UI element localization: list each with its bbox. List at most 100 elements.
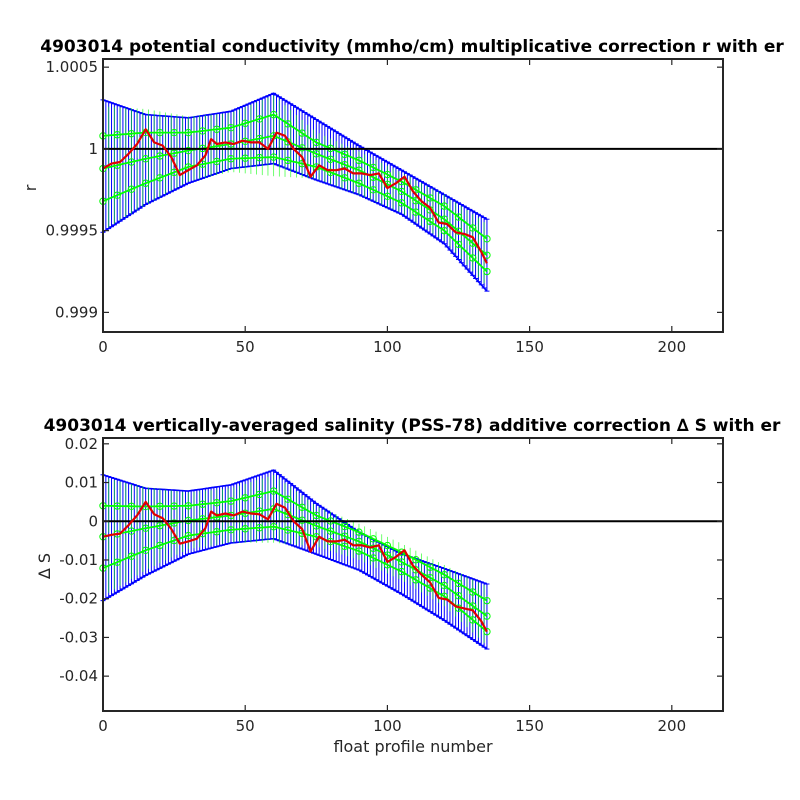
fit-point (170, 149, 178, 157)
y-tick-label: 1 (88, 140, 98, 158)
fit-point (184, 531, 193, 540)
fit-point (483, 267, 491, 276)
fit-point (284, 526, 292, 534)
x-tick-label: 0 (98, 338, 108, 356)
fit-point (483, 596, 491, 605)
fit-point (440, 202, 448, 210)
y-tick-label: -0.02 (59, 590, 98, 608)
fit-band-1-line (103, 490, 488, 602)
x-tick-label: 100 (373, 717, 402, 735)
x-tick-label: 0 (98, 717, 108, 735)
y-tick-label: 0.999 (55, 303, 98, 321)
fit-band-2-line (102, 525, 488, 633)
fit-point (284, 120, 292, 128)
axes-box (102, 58, 724, 333)
fit-point (255, 115, 264, 123)
fit-point (355, 156, 363, 165)
panel-title: 4903014 potential conductivity (mmho/cm)… (40, 37, 784, 57)
fit-point (284, 495, 292, 503)
fit-band-2-series (99, 137, 491, 284)
fit-point (227, 526, 235, 534)
fit-point (269, 487, 278, 495)
fit-point (454, 213, 463, 221)
fit-point (483, 235, 491, 243)
fit-point (426, 563, 434, 571)
fit-point (241, 154, 249, 162)
fit-point (355, 528, 363, 536)
y-tick-label: 0 (88, 512, 98, 530)
fit-point (170, 519, 178, 527)
fit-point (141, 179, 150, 187)
error-envelope-upper (102, 92, 488, 220)
fit-point (412, 208, 420, 216)
x-tick-label: 150 (515, 717, 544, 735)
fit-band-1-line (102, 113, 488, 240)
fit-point (284, 156, 292, 165)
fit-point (184, 502, 193, 510)
y-tick-label: -0.04 (59, 667, 98, 685)
fit-point (141, 524, 150, 532)
fit-point (298, 503, 306, 512)
x-tick-label: 100 (373, 338, 402, 356)
plot-area: 0 50 100 150 200 -0.04 -0.03 -0.02 -0.01 0 0.01 0.0… (59, 435, 724, 735)
fit-point (469, 224, 477, 232)
fit-band-1-series (99, 95, 491, 252)
error-bars (100, 469, 490, 650)
y-tick-label: 1.0005 (46, 58, 99, 76)
fit-point (227, 497, 235, 505)
fit-point (454, 579, 463, 588)
fit-point (397, 199, 406, 207)
fit-point (113, 502, 121, 510)
fit-point (227, 123, 235, 132)
fit-point (369, 163, 377, 172)
fit-point (269, 522, 278, 531)
fit-point (369, 186, 377, 194)
fit-point (127, 502, 136, 510)
fit-point (298, 129, 306, 137)
fit-point (469, 588, 477, 596)
fit-point (255, 153, 264, 162)
fit-point (141, 155, 150, 163)
fit-point (412, 556, 420, 564)
fit-point (213, 498, 221, 507)
fit-point (113, 558, 121, 566)
fit-point (241, 119, 249, 127)
fit-band-2-line (102, 156, 488, 273)
fit-point (227, 155, 235, 163)
fit-point (369, 535, 377, 543)
fit-point (454, 240, 463, 248)
x-tick-label: 50 (236, 717, 255, 735)
fit-point (198, 160, 207, 168)
fit-point (156, 541, 164, 550)
fit-point (113, 131, 121, 139)
fit-point (170, 128, 178, 137)
error-envelope-lower (102, 162, 488, 292)
fit-band-2-series (99, 510, 491, 643)
fit-point (369, 554, 377, 562)
conductivity-correction-panel: 4903014 potential conductivity (mmho/cm)… (21, 37, 784, 356)
fit-point (383, 192, 392, 201)
y-axis-label: r (21, 184, 40, 191)
fit-point (198, 127, 207, 135)
x-tick-label: 200 (657, 717, 686, 735)
fit-point (341, 174, 349, 182)
x-tick-label: 50 (236, 338, 255, 356)
salinity-correction-panel: 4903014 vertically-averaged salinity (PS… (35, 416, 781, 756)
fit-point (469, 616, 477, 624)
panel-title: 4903014 vertically-averaged salinity (PS… (44, 416, 781, 436)
axes-box (102, 437, 724, 712)
fit-point (426, 194, 434, 202)
fit-point (241, 525, 249, 533)
fit-point (156, 174, 164, 182)
y-axis-label: ∆ S (35, 553, 54, 580)
y-tick-label: 0.02 (65, 435, 98, 453)
fit-point (170, 502, 178, 510)
plot-area: 0 50 100 150 200 0.999 0.9995 1 1.0005 (46, 58, 724, 356)
fit-point (355, 547, 363, 555)
fit-point (469, 254, 477, 262)
fit-point (312, 138, 321, 147)
fit-point (341, 542, 349, 550)
x-axis-label: float profile number (333, 737, 493, 756)
fit-point (156, 128, 164, 137)
